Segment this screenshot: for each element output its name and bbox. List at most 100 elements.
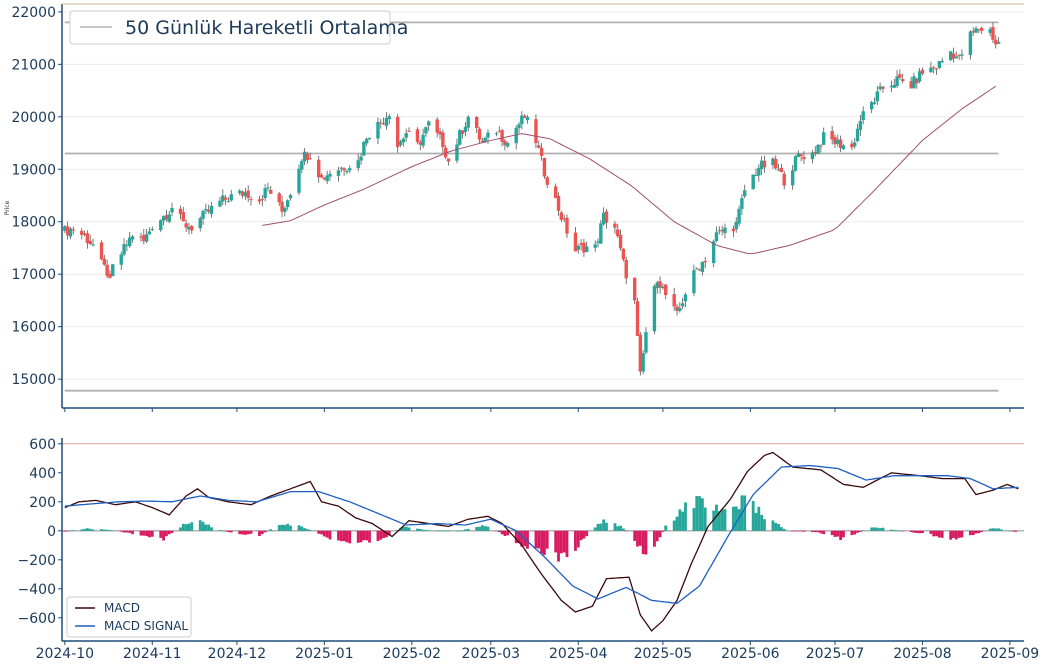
ma-legend-label: 50 Günlük Hareketli Ortalama — [125, 17, 408, 39]
histogram-bar-positive — [892, 529, 896, 531]
candle-up — [641, 353, 645, 372]
histogram-bar-positive — [619, 525, 622, 531]
candle-down — [782, 173, 786, 186]
histogram-bar-negative — [574, 530, 577, 551]
candle-up — [790, 170, 795, 186]
histogram-bar-positive — [895, 530, 899, 531]
histogram-bar-negative — [382, 530, 386, 539]
candle-up — [283, 207, 287, 212]
histogram-bar-positive — [435, 530, 439, 532]
candle-down — [932, 67, 936, 69]
macd-tick-label: 400 — [29, 466, 56, 482]
candle-down — [178, 208, 183, 215]
macd-tick-label: 600 — [29, 437, 56, 453]
histogram-bar-positive — [599, 523, 603, 531]
candle-down — [480, 140, 485, 143]
candle-down — [534, 119, 538, 144]
histogram-bar-negative — [949, 530, 953, 540]
histogram-bar-positive — [751, 501, 755, 531]
candle-up — [297, 168, 301, 193]
candle-down — [977, 29, 981, 31]
histogram-bar-positive — [997, 528, 1001, 531]
histogram-bar-positive — [720, 509, 724, 531]
candle-down — [675, 306, 679, 311]
candle-down — [672, 294, 676, 307]
histogram-bar-positive — [404, 526, 408, 531]
histogram-bar-positive — [1000, 529, 1003, 531]
candle-up — [229, 194, 233, 201]
histogram-bar-negative — [150, 530, 154, 537]
candle-up — [889, 85, 894, 88]
candle-down — [920, 69, 925, 74]
histogram-bar-positive — [771, 520, 775, 531]
candle-down — [415, 129, 420, 143]
histogram-bar-negative — [317, 530, 321, 534]
candle-up — [652, 285, 657, 332]
candle-down — [934, 68, 939, 70]
histogram-bar-negative — [968, 530, 972, 536]
candle-up — [960, 54, 964, 56]
histogram-bar-negative — [833, 530, 837, 537]
histogram-bar-negative — [661, 530, 665, 532]
histogram-bar-positive — [455, 530, 459, 532]
histogram-bar-negative — [856, 530, 859, 533]
candle-down — [305, 153, 310, 160]
histogram-bar-positive — [218, 530, 222, 531]
histogram-bar-positive — [187, 523, 191, 531]
histogram-bar-negative — [932, 530, 936, 537]
histogram-bar-positive — [190, 522, 194, 531]
histogram-bar-positive — [873, 527, 876, 531]
price-tick-label: 15000 — [11, 372, 56, 388]
histogram-bar-positive — [861, 530, 865, 531]
candle-up — [147, 231, 152, 235]
candle-down — [731, 228, 736, 232]
histogram-bar-positive — [88, 528, 92, 531]
histogram-bar-negative — [139, 530, 143, 536]
histogram-bar-positive — [207, 524, 211, 531]
histogram-bar-positive — [760, 514, 764, 531]
histogram-bar-positive — [988, 528, 992, 531]
histogram-bar-positive — [1008, 530, 1012, 532]
histogram-bar-negative — [909, 530, 913, 533]
histogram-bar-negative — [559, 530, 563, 554]
histogram-bar-negative — [937, 530, 941, 538]
candle-down — [971, 31, 975, 33]
candle-up — [130, 236, 135, 240]
histogram-bar-positive — [478, 526, 481, 531]
histogram-bar-negative — [345, 530, 349, 543]
histogram-bar-positive — [890, 529, 893, 531]
candle-up — [948, 51, 953, 61]
histogram-bar-negative — [258, 530, 261, 536]
histogram-bar-positive — [732, 506, 735, 531]
histogram-bar-negative — [526, 530, 529, 549]
candle-up — [869, 102, 874, 110]
histogram-bar-negative — [929, 530, 933, 534]
candle-up — [917, 71, 922, 82]
price-tick-label: 20000 — [11, 110, 56, 126]
histogram-bar-positive — [723, 509, 727, 531]
histogram-bar-negative — [935, 530, 938, 537]
candle-up — [743, 190, 747, 197]
candles — [63, 22, 1001, 376]
candle-up — [796, 153, 801, 157]
histogram-bar-negative — [142, 530, 146, 536]
candle-up — [125, 244, 129, 246]
price-tick-label: 22000 — [11, 5, 56, 21]
candle-down — [497, 131, 501, 133]
macd-panel: −600 −400 −200 0 200 400 600 2024-10 2024-11 2024… — [18, 437, 1040, 662]
candle-down — [260, 199, 264, 201]
histogram-bar-positive — [605, 522, 608, 531]
histogram-bar-negative — [534, 530, 538, 549]
candle-down — [381, 123, 386, 125]
candle-up — [810, 152, 815, 160]
price-tick-label: 17000 — [11, 267, 56, 283]
histogram-bar-positive — [622, 528, 625, 531]
histogram-bar-negative — [148, 530, 151, 538]
histogram-bar-negative — [320, 530, 323, 535]
histogram-bar-positive — [613, 523, 617, 531]
candle-up — [68, 228, 73, 237]
candle-down — [559, 212, 564, 220]
candle-up — [680, 303, 685, 307]
candle-up — [759, 160, 764, 169]
